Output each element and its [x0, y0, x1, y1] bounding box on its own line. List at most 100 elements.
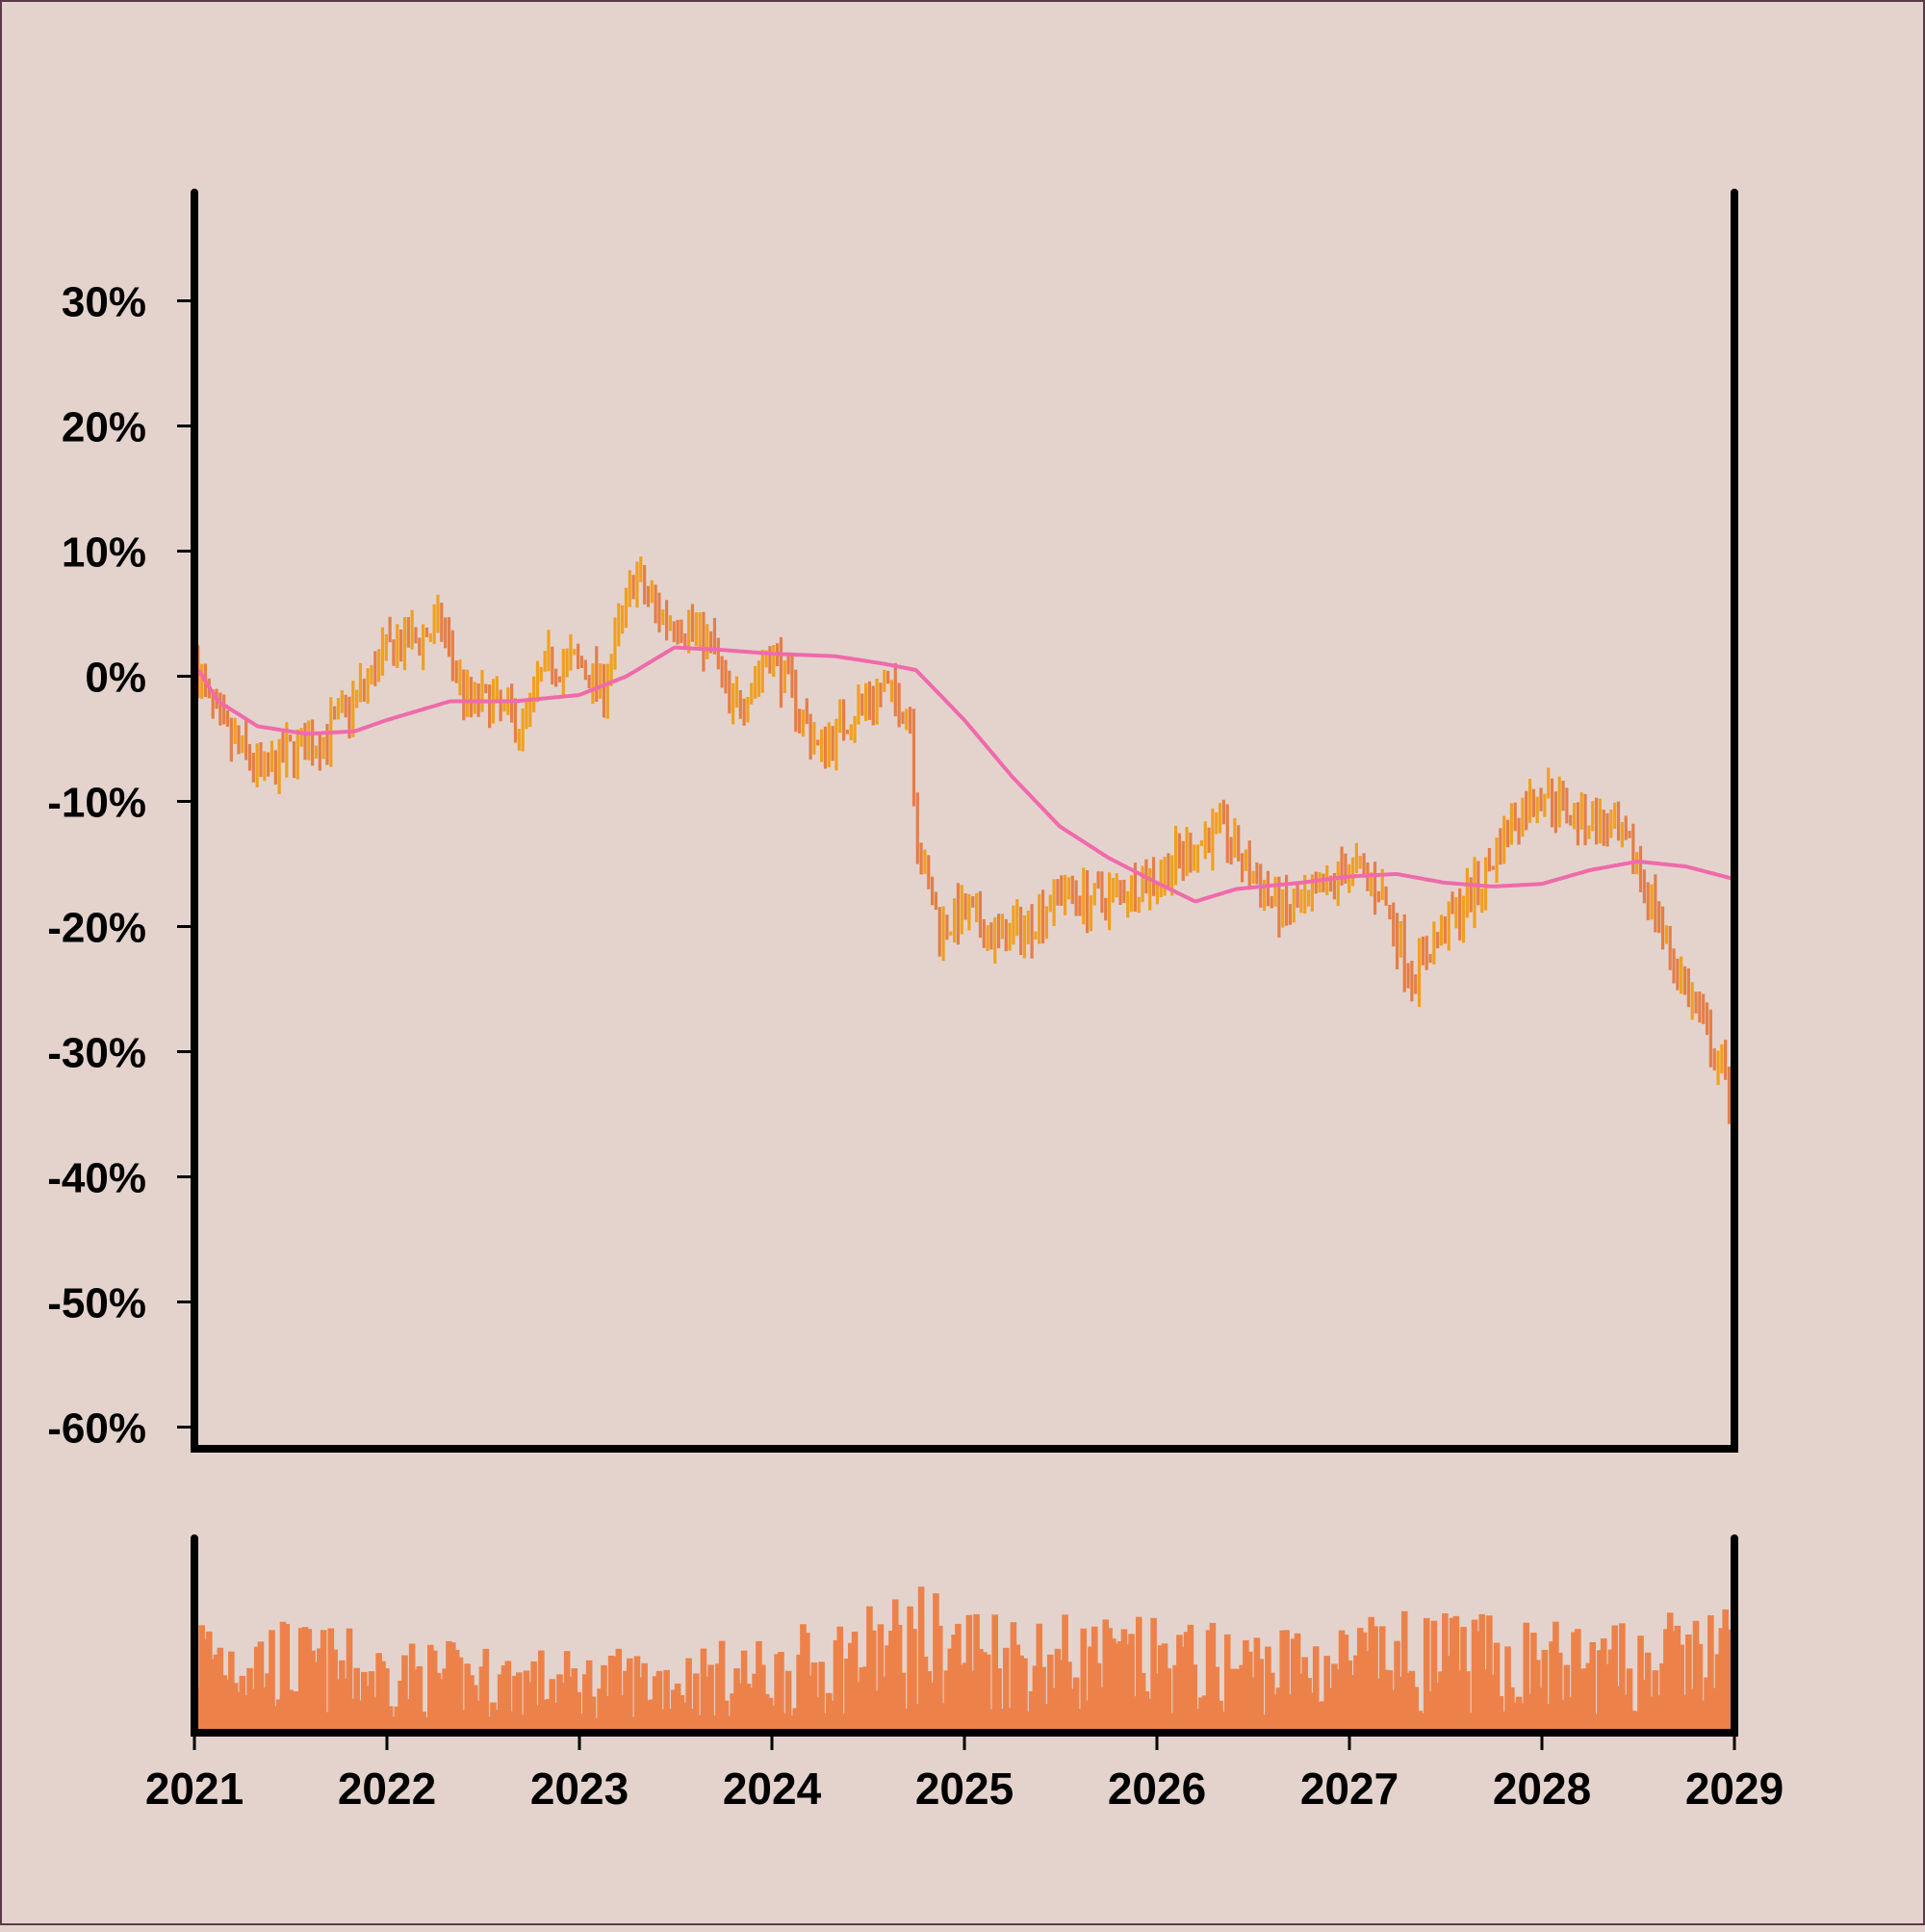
volume-bar [1707, 1615, 1714, 1731]
volume-bar [1523, 1622, 1530, 1731]
volume-bar [829, 1700, 836, 1731]
volume-bar [1257, 1659, 1265, 1731]
volume-bar [1710, 1687, 1718, 1731]
volume-bar [523, 1670, 530, 1731]
volume-bar [420, 1712, 426, 1731]
x-tick-label: 2024 [723, 1764, 822, 1814]
volume-bar [1375, 1678, 1382, 1731]
volume-bar [1585, 1662, 1593, 1731]
volume-bar [1176, 1635, 1183, 1731]
volume-bar [973, 1613, 980, 1731]
volume-bar [346, 1628, 353, 1731]
volume-bar [1172, 1664, 1179, 1731]
volume-bar [1442, 1612, 1449, 1731]
volume-bar [1633, 1711, 1640, 1731]
volume-bar [398, 1680, 404, 1731]
volume-bar [1287, 1694, 1294, 1731]
volume-bar [784, 1670, 792, 1731]
volume-bar [637, 1677, 645, 1731]
volume-bar [1364, 1651, 1372, 1731]
volume-bar [1268, 1672, 1275, 1731]
x-tick-label: 2022 [338, 1764, 436, 1814]
volume-bar [969, 1670, 977, 1731]
volume-bar [317, 1648, 323, 1731]
volume-bar [711, 1715, 718, 1731]
volume-bar [575, 1691, 581, 1731]
volume-bar [1024, 1711, 1032, 1731]
volume-bar [607, 1655, 615, 1731]
volume-bar [313, 1662, 320, 1731]
volume-bar [504, 1661, 512, 1731]
volume-bar [309, 1650, 316, 1731]
volume-bar [951, 1635, 958, 1731]
volume-bar [563, 1651, 571, 1731]
volume-bar [416, 1665, 424, 1731]
volume-bar [833, 1639, 840, 1731]
volume-bar [873, 1690, 881, 1731]
volume-bar [947, 1648, 955, 1731]
volume-bar [1231, 1668, 1239, 1731]
volume-bar [1593, 1713, 1600, 1731]
volume-bar [1644, 1652, 1652, 1731]
volume-bar [1290, 1638, 1297, 1731]
volume-bar [1157, 1645, 1165, 1731]
volume-bar [1223, 1634, 1231, 1731]
volume-bar [911, 1629, 917, 1731]
volume-bar [253, 1646, 261, 1731]
volume-bar [1390, 1689, 1398, 1731]
volume-bar [1227, 1668, 1235, 1731]
volume-bar [929, 1682, 936, 1731]
volume-bar [877, 1624, 885, 1731]
volume-bar [209, 1659, 217, 1731]
volume-bar [1046, 1654, 1054, 1731]
volume-bar [464, 1663, 471, 1731]
volume-bar [1301, 1657, 1309, 1731]
y-tick-label: -40% [47, 1155, 146, 1202]
volume-bar [1386, 1670, 1394, 1731]
volume-bar [714, 1663, 722, 1731]
volume-bar [1342, 1635, 1349, 1731]
volume-bar [648, 1699, 655, 1731]
volume-bar [1305, 1678, 1312, 1731]
volume-bar [1478, 1613, 1486, 1731]
volume-bar [733, 1668, 740, 1731]
volume-bar [490, 1702, 497, 1731]
volume-bar [246, 1667, 253, 1731]
volume-bar [1563, 1664, 1571, 1731]
volume-bar [696, 1714, 704, 1731]
volume-bar [836, 1626, 844, 1731]
volume-bar [438, 1679, 446, 1731]
volume-bar [424, 1716, 430, 1731]
volume-bar [925, 1671, 933, 1731]
volume-bar [1139, 1672, 1146, 1731]
volume-bar [452, 1649, 460, 1731]
volume-bar [1120, 1629, 1128, 1731]
volume-bar [1404, 1672, 1412, 1731]
volume-bar [571, 1668, 578, 1731]
volume-bar [770, 1705, 778, 1731]
volume-bar [1368, 1616, 1375, 1731]
volume-bar [1179, 1646, 1187, 1731]
volume-bar [995, 1668, 1002, 1731]
volume-bar [1630, 1711, 1637, 1731]
volume-bar [239, 1675, 246, 1731]
volume-bar [556, 1674, 563, 1731]
volume-bar [1201, 1695, 1209, 1731]
volume-bar [275, 1699, 283, 1731]
volume-bar [1050, 1687, 1058, 1731]
volume-bar [1028, 1690, 1036, 1731]
volume-bar [629, 1716, 637, 1731]
volume-bar [1279, 1630, 1287, 1731]
volume-bar [1622, 1694, 1630, 1731]
volume-bar [578, 1713, 585, 1731]
x-tick-label: 2027 [1300, 1764, 1399, 1814]
volume-bar [1575, 1629, 1581, 1731]
volume-bar [1265, 1646, 1271, 1731]
volume-bar [965, 1614, 973, 1731]
volume-bar [1619, 1623, 1626, 1731]
volume-bar [486, 1716, 493, 1731]
volume-bar [1209, 1622, 1217, 1731]
volume-bar [1168, 1713, 1176, 1731]
volume-bar [999, 1709, 1006, 1731]
y-tick-label: 0% [85, 655, 146, 702]
